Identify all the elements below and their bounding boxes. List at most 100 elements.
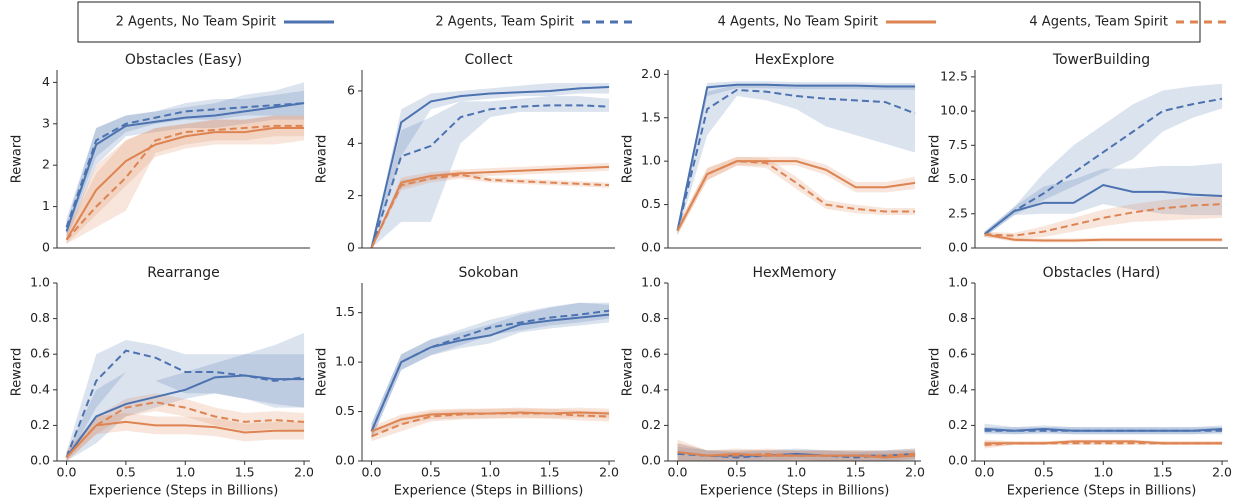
series-line [65, 102, 305, 232]
x-axis-label: Experience (Steps in Billions) [394, 484, 584, 499]
x-tick-label: 1.0 [175, 465, 195, 480]
confidence-band [66, 115, 305, 244]
panel-title: Collect [465, 52, 513, 68]
series-line [676, 160, 916, 232]
confidence-band [677, 443, 916, 461]
panel: Rearrange Reward Experience (Steps in Bill… [10, 265, 315, 499]
panel-title: Obstacles (Easy) [125, 52, 242, 68]
series-line [370, 313, 610, 432]
y-tick-label: 2 [347, 187, 355, 202]
y-axis-label: Reward [315, 348, 330, 396]
panel-title: HexMemory [752, 265, 836, 281]
confidence-band [66, 412, 305, 461]
series-line [65, 124, 305, 241]
x-tick-label: 1.5 [540, 465, 560, 480]
confidence-band [677, 156, 916, 235]
y-axis-label: Reward [621, 348, 636, 396]
y-tick-label: 1.0 [335, 354, 355, 369]
y-tick-label: 0.0 [948, 240, 968, 255]
y-tick-label: 0.5 [641, 196, 661, 211]
y-tick-label: 0.2 [30, 417, 50, 432]
x-axis-label: Experience (Steps in Billions) [89, 484, 279, 499]
x-tick-label: 1.0 [480, 465, 500, 480]
series-line [370, 173, 610, 249]
confidence-band [66, 82, 305, 240]
x-tick-label: 0.0 [362, 465, 382, 480]
y-tick-label: 0.0 [335, 453, 355, 468]
y-tick-label: 12.5 [940, 68, 968, 83]
legend-label: 2 Agents, No Team Spirit [116, 15, 276, 30]
panel-title: Rearrange [147, 265, 220, 281]
y-axis-label: Reward [928, 348, 943, 396]
y-tick-label: 10.0 [940, 103, 968, 118]
confidence-band [984, 163, 1223, 238]
series-line [65, 102, 305, 228]
x-tick-label: 2.0 [599, 465, 619, 480]
y-tick-label: 0.0 [641, 240, 661, 255]
series-line [65, 374, 305, 459]
series-line [65, 420, 305, 459]
y-tick-label: 5.0 [948, 171, 968, 186]
y-tick-label: 4 [347, 135, 355, 150]
series-line [676, 83, 916, 231]
confidence-band [66, 332, 305, 461]
y-tick-label: 0.4 [641, 381, 661, 396]
panel: Obstacles (Easy) Reward 0 1 2 3 4 [10, 52, 310, 255]
confidence-band [66, 393, 305, 461]
y-axis-label: Reward [10, 348, 25, 396]
y-tick-label: 0 [42, 240, 50, 255]
x-tick-label: 0.0 [668, 465, 688, 480]
confidence-band [66, 339, 305, 461]
y-axis-label: Reward [315, 135, 330, 183]
y-tick-label: 0 [347, 240, 355, 255]
y-tick-label: 1.0 [30, 275, 50, 290]
panel-title: HexExplore [755, 52, 835, 68]
panel: Sokoban Reward Experience (Steps in Billio… [315, 265, 620, 499]
confidence-band [66, 115, 305, 244]
x-tick-label: 2.0 [1212, 465, 1232, 480]
y-tick-label: 0.6 [30, 346, 50, 361]
x-tick-label: 2.0 [294, 465, 314, 480]
y-tick-label: 1.5 [335, 304, 355, 319]
y-tick-label: 2 [42, 157, 50, 172]
y-tick-label: 0.4 [948, 381, 968, 396]
panel: TowerBuilding Reward 0.0 2.5 5.0 7.5 10.0 12.5 [928, 52, 1228, 255]
y-tick-label: 4 [42, 74, 50, 89]
y-tick-label: 0.0 [948, 453, 968, 468]
series-line [371, 412, 610, 438]
y-tick-label: 0.0 [641, 453, 661, 468]
x-tick-label: 1.0 [786, 465, 806, 480]
series-line [983, 183, 1223, 236]
panel: HexExplore Reward 0.0 0.5 1.0 1.5 2.0 [621, 52, 921, 255]
panel: Obstacles (Hard) Reward Experience (Steps … [928, 265, 1233, 499]
x-axis-label: Experience (Steps in Billions) [700, 484, 890, 499]
series-line [370, 104, 610, 249]
y-tick-label: 1.5 [641, 109, 661, 124]
series-line [65, 126, 305, 241]
series-line [676, 88, 916, 231]
y-tick-label: 3 [42, 115, 50, 130]
y-axis-label: Reward [928, 135, 943, 183]
x-tick-label: 1.5 [235, 465, 255, 480]
y-tick-label: 0.2 [948, 417, 968, 432]
y-tick-label: 0.6 [948, 346, 968, 361]
series-line [65, 349, 305, 458]
y-tick-label: 0.6 [641, 346, 661, 361]
x-tick-label: 0.5 [421, 465, 441, 480]
panel-title: Obstacles (Hard) [1043, 265, 1161, 281]
series-line [984, 233, 1223, 242]
y-tick-label: 0.0 [30, 453, 50, 468]
panel: Collect Reward 0 2 4 6 [315, 52, 615, 255]
y-tick-label: 1.0 [641, 275, 661, 290]
y-tick-label: 2.5 [948, 205, 968, 220]
series-line [370, 309, 610, 432]
y-tick-label: 6 [347, 82, 355, 97]
series-line [983, 97, 1223, 236]
x-tick-label: 0.5 [727, 465, 747, 480]
y-tick-label: 1.0 [641, 153, 661, 168]
y-axis-label: Reward [621, 135, 636, 183]
panel-title: TowerBuilding [1052, 52, 1150, 68]
confidence-band [984, 83, 1223, 238]
x-tick-label: 1.5 [846, 465, 866, 480]
